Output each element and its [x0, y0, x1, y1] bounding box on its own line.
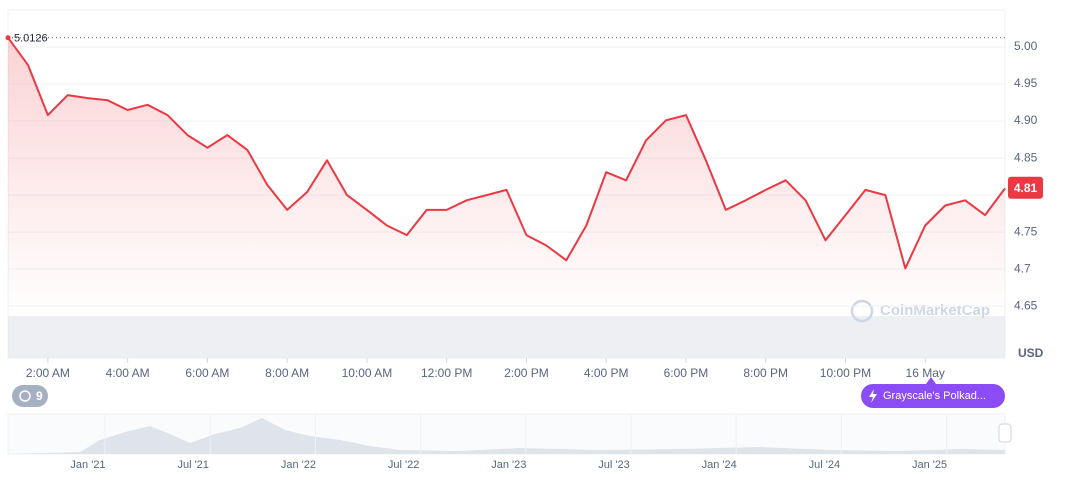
- news-text: Grayscale's Polkad...: [883, 390, 986, 402]
- y-tick-label: 4.65: [1014, 298, 1038, 312]
- x-tick-label: 6:00 AM: [185, 366, 229, 380]
- navigator-label: Jul '23: [598, 459, 629, 471]
- start-dot: [5, 35, 11, 41]
- x-tick-label: 2:00 PM: [504, 366, 549, 380]
- x-tick-label: 8:00 PM: [743, 366, 788, 380]
- navigator-label: Jul '24: [809, 459, 840, 471]
- navigator-label: Jul '21: [177, 459, 208, 471]
- navigator-handle[interactable]: [998, 423, 1012, 443]
- volume-band: [8, 316, 1005, 358]
- news-pill[interactable]: [861, 384, 1005, 408]
- x-tick-label: 10:00 PM: [820, 366, 871, 380]
- x-tick-label: 6:00 PM: [664, 366, 709, 380]
- y-tick-label: 4.85: [1014, 150, 1038, 164]
- price-area: [8, 37, 1005, 306]
- x-tick-label: 2:00 AM: [26, 366, 70, 380]
- x-tick-label: 10:00 AM: [342, 366, 393, 380]
- navigator-label: Jul '22: [388, 459, 419, 471]
- navigator-label: Jan '21: [70, 459, 105, 471]
- y-tick-label: 4.95: [1014, 76, 1038, 90]
- y-tick-label: 4.75: [1014, 224, 1038, 238]
- x-tick-label: 12:00 PM: [421, 366, 472, 380]
- price-line: [7, 37, 1006, 270]
- y-tick-label: 5.00: [1014, 39, 1038, 53]
- current-price-label: 4.81: [1014, 181, 1038, 195]
- x-tick-label: 4:00 AM: [106, 366, 150, 380]
- y-unit: USD: [1018, 346, 1044, 360]
- history-count: 9: [36, 389, 43, 403]
- navigator-label: Jan '22: [281, 459, 316, 471]
- navigator-label: Jan '24: [702, 459, 737, 471]
- y-tick-label: 4.7: [1014, 261, 1031, 275]
- x-tick-label: 16 May: [906, 366, 945, 380]
- bolt-icon: [869, 389, 877, 403]
- y-tick-label: 4.90: [1014, 113, 1038, 127]
- navigator-label: Jan '25: [912, 459, 947, 471]
- navigator-label: Jan '23: [491, 459, 526, 471]
- pill-pointer: [926, 377, 936, 384]
- open-price-label: 5.0126: [14, 33, 48, 45]
- history-icon: [19, 390, 31, 402]
- x-tick-label: 4:00 PM: [584, 366, 629, 380]
- x-tick-label: 8:00 AM: [265, 366, 309, 380]
- current-price-box: [1008, 176, 1043, 199]
- navigator-area: [8, 418, 1005, 454]
